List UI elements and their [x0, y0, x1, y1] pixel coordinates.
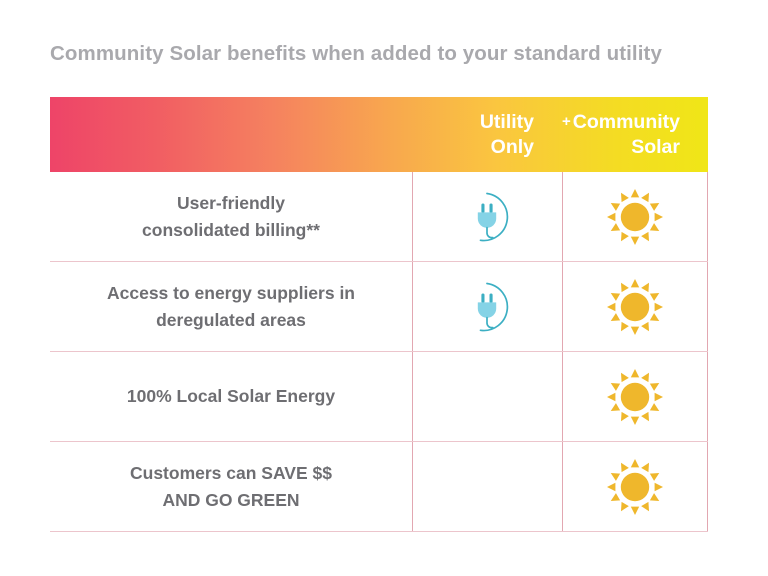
cell-community-solar — [562, 262, 708, 351]
column-header-utility-only-line1: Utility — [479, 110, 534, 133]
plus-icon: + — [561, 113, 571, 130]
cell-community-solar — [562, 352, 708, 441]
benefit-label: User-friendly consolidated billing** — [50, 172, 412, 261]
cell-utility-only — [412, 172, 562, 261]
benefit-label-line2: consolidated billing** — [142, 219, 320, 240]
benefit-label: 100% Local Solar Energy — [50, 352, 412, 441]
plug-icon — [458, 278, 516, 336]
sun-icon — [607, 188, 663, 245]
column-header-community-solar-text: Community — [572, 111, 680, 133]
benefit-label-line2: AND GO GREEN — [162, 489, 300, 510]
cell-community-solar — [562, 172, 708, 261]
column-divider-1 — [412, 172, 413, 532]
column-header-community-solar-line1: + Community — [562, 109, 680, 135]
table-row: User-friendly consolidated billing** — [50, 172, 708, 262]
benefit-label-line1: User-friendly — [177, 192, 285, 213]
cell-community-solar — [562, 442, 708, 531]
column-header-utility-only: Utility Only — [412, 97, 562, 172]
benefit-label-line1: 100% Local Solar Energy — [126, 386, 336, 406]
comparison-table: Utility Only + Community Solar User-frien… — [50, 97, 708, 536]
cell-utility-only — [412, 262, 562, 351]
benefit-label-line1: Customers can SAVE $$ — [130, 462, 332, 483]
benefit-label: Access to energy suppliers in deregulate… — [50, 262, 412, 351]
table-header-band: Utility Only + Community Solar — [50, 97, 708, 172]
column-header-community-solar-line2: Solar — [631, 136, 680, 158]
column-divider-2 — [562, 172, 563, 532]
column-divider-3 — [707, 172, 708, 532]
table-row: Access to energy suppliers in deregulate… — [50, 262, 708, 352]
benefit-label: Customers can SAVE $$ AND GO GREEN — [50, 442, 412, 531]
plug-icon — [458, 188, 516, 246]
table-body: User-friendly consolidated billing** — [50, 172, 708, 532]
benefit-label-line2: deregulated areas — [156, 309, 306, 330]
column-header-community-solar: + Community Solar — [562, 97, 708, 172]
benefit-label-line1: Access to energy suppliers in — [106, 282, 355, 303]
table-row: 100% Local Solar Energy — [50, 352, 708, 442]
sun-icon — [607, 458, 663, 515]
sun-icon — [607, 278, 663, 335]
page-title: Community Solar benefits when added to y… — [50, 42, 662, 65]
column-header-utility-only-line2: Only — [490, 135, 534, 158]
cell-utility-only — [412, 352, 562, 441]
table-row: Customers can SAVE $$ AND GO GREEN — [50, 442, 708, 532]
sun-icon — [607, 368, 663, 425]
cell-utility-only — [412, 442, 562, 531]
